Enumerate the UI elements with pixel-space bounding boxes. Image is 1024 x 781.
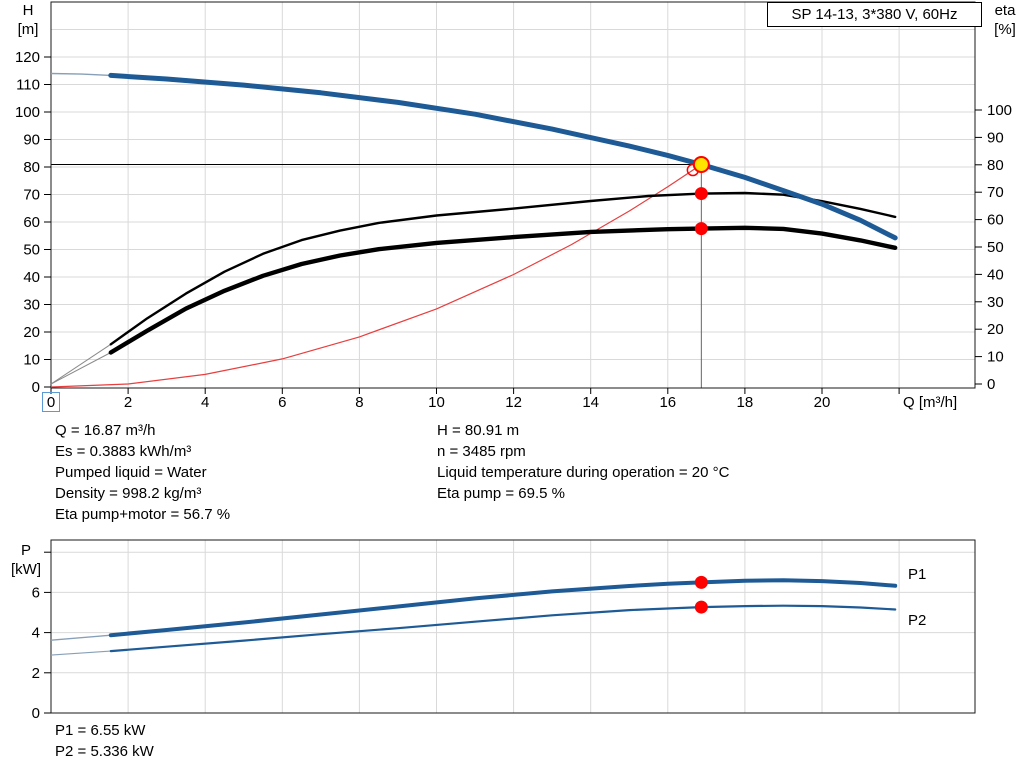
tick-label: 30: [23, 297, 40, 314]
head-curve: [50, 72, 898, 241]
tick-label: 16: [659, 394, 676, 411]
eta-pump-curve: [50, 191, 897, 385]
tick-label: 80: [987, 157, 1004, 174]
pump-title: SP 14-13, 3*380 V, 60Hz: [791, 6, 958, 23]
tick-label: 6: [278, 394, 286, 411]
eta-pump-motor-curve-thin-segment: [50, 352, 112, 385]
eta-pump-motor-duty-marker[interactable]: [694, 222, 708, 236]
tick-label: 50: [23, 242, 40, 259]
tick-label: 2: [124, 394, 132, 411]
tick-label: 0: [47, 394, 55, 411]
p1-duty-marker[interactable]: [694, 575, 708, 589]
p1-curve: [50, 578, 898, 641]
eta-pump-curve-thin-segment: [50, 343, 112, 385]
head-curve-thin-segment: [50, 72, 111, 77]
eta-pump-motor-curve: [50, 225, 898, 385]
duty-point-marker[interactable]: [692, 155, 710, 173]
tick-label: 90: [23, 132, 40, 149]
eta-axis-label: eta [%]: [983, 1, 1024, 39]
h-axis-label: H [m]: [6, 1, 50, 39]
head-curve-main-segment: [108, 72, 898, 241]
tick-label: 14: [582, 394, 599, 411]
info-eta-pump: Eta pump = 69.5 %: [437, 485, 565, 502]
tick-label: 110: [16, 77, 40, 94]
head-efficiency-chart[interactable]: 0 2 4 6 8 10 12 14 16 18 2001020304050607080901001…: [15, 1, 1012, 412]
tick-label: 2: [32, 665, 40, 682]
eta-pump-duty-marker[interactable]: [694, 187, 708, 201]
tick-label: 0: [987, 376, 995, 393]
tick-label: 100: [15, 104, 40, 121]
duty-info-right: H = 80.91 m n = 3485 rpm Liquid temperat…: [437, 420, 729, 504]
eta-axis-unit: [%]: [994, 21, 1016, 38]
chart-title-box: SP 14-13, 3*380 V, 60Hz: [767, 2, 982, 27]
p2-duty-marker[interactable]: [694, 600, 708, 614]
tick-label: 0: [32, 379, 40, 396]
p2-curve: [50, 604, 897, 656]
info-density: Density = 998.2 kg/m³: [55, 485, 202, 502]
p2-result: P2 = 5.336 kW: [55, 743, 154, 760]
selected-tick-box[interactable]: [42, 392, 60, 412]
tick-label: 0: [32, 705, 40, 722]
tick-label: 90: [987, 129, 1004, 146]
duty-info-left: Q = 16.87 m³/h Es = 0.3883 kWh/m³ Pumped…: [55, 420, 230, 525]
tick-label: 80: [23, 159, 40, 176]
p-axis-label: P [kW]: [4, 541, 48, 579]
p-axis-symbol: P: [20, 542, 31, 559]
tick-label: 10: [428, 394, 445, 411]
tick-label: 60: [23, 214, 40, 231]
system-curve-main-segment: [50, 163, 702, 388]
tick-label: 20: [987, 321, 1004, 338]
p2-curve-label: P2: [908, 612, 927, 629]
info-pumped-liquid: Pumped liquid = Water: [55, 464, 207, 481]
tick-label: 18: [737, 394, 754, 411]
info-flow: Q = 16.87 m³/h: [55, 422, 156, 439]
power-chart[interactable]: 0 2 4 6: [32, 539, 976, 722]
info-eta-pump-motor: Eta pump+motor = 56.7 %: [55, 506, 231, 523]
tick-label: 30: [987, 294, 1004, 311]
p2-curve-main-segment: [109, 604, 897, 653]
info-head: H = 80.91 m: [437, 422, 520, 439]
info-specific-energy: Es = 0.3883 kWh/m³: [55, 443, 192, 460]
tick-label: 8: [355, 394, 363, 411]
eta-pump-curve-main-segment: [109, 191, 897, 346]
tick-label: 20: [23, 324, 40, 341]
tick-label: 120: [15, 49, 40, 66]
tick-label: 4: [201, 394, 209, 411]
info-speed: n = 3485 rpm: [437, 443, 526, 460]
info-liquid-temperature: Liquid temperature during operation = 20…: [437, 464, 730, 481]
tick-label: 20: [814, 394, 831, 411]
p-axis-unit: [kW]: [11, 561, 41, 578]
power-results: P1 = 6.55 kW P2 = 5.336 kW: [55, 720, 154, 762]
p1-result: P1 = 6.55 kW: [55, 722, 146, 739]
tick-label: 4: [32, 625, 40, 642]
tick-label: 40: [23, 269, 40, 286]
p2-curve-thin-segment: [50, 650, 111, 656]
system-curve: [50, 163, 702, 388]
tick-label: 100: [987, 102, 1012, 119]
tick-label: 6: [32, 584, 40, 601]
p1-curve-thin-segment: [50, 634, 111, 641]
p1-curve-label: P1: [908, 566, 927, 583]
tick-label: 10: [987, 349, 1004, 366]
plot-frame: [50, 539, 976, 714]
h-axis-symbol: H: [22, 2, 34, 19]
h-axis-unit: [m]: [17, 21, 39, 38]
tick-label: 70: [23, 187, 40, 204]
eta-pump-motor-curve-main-segment: [108, 225, 898, 355]
tick-label: 70: [987, 184, 1004, 201]
tick-label: 10: [23, 352, 40, 369]
tick-label: 60: [987, 212, 1004, 229]
eta-axis-symbol: eta: [994, 2, 1016, 19]
q-axis-label: Q [m³/h]: [903, 394, 958, 411]
tick-label: 40: [987, 266, 1004, 283]
tick-label: 50: [987, 239, 1004, 256]
p1-curve-main-segment: [108, 578, 898, 638]
tick-label: 12: [505, 394, 522, 411]
